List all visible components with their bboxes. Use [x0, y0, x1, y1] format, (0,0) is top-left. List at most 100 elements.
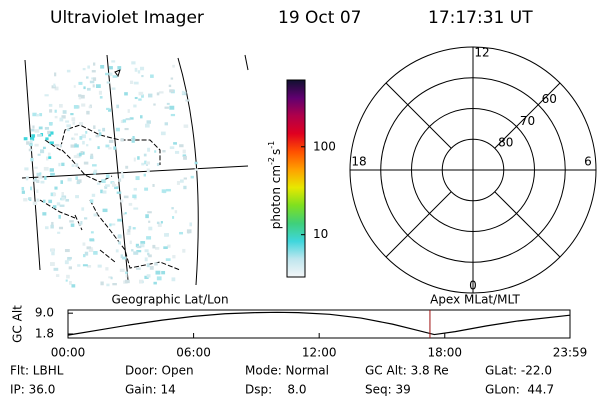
pixel: [123, 195, 129, 199]
pixel: [86, 144, 89, 147]
pixel: [71, 137, 75, 140]
x-tick-label: 18:00: [427, 346, 462, 360]
pixel: [58, 226, 64, 230]
pixel: [48, 134, 52, 137]
pixel: [122, 212, 126, 216]
pixel: [59, 144, 63, 148]
pixel: [31, 134, 36, 138]
pixel: [106, 81, 111, 84]
pixel: [146, 168, 150, 173]
pixel: [89, 80, 95, 84]
pixel: [84, 217, 88, 220]
pixel: [118, 241, 121, 245]
pixel: [156, 162, 160, 167]
label-part: -2: [267, 157, 276, 165]
pixel: [59, 103, 63, 108]
pixel: [140, 115, 143, 119]
pixel: [179, 179, 184, 183]
pixel: [75, 176, 78, 180]
pixel: [36, 172, 41, 177]
pixel: [82, 140, 85, 145]
pixel: [108, 139, 114, 143]
pixel: [137, 70, 141, 74]
pixel: [118, 178, 122, 182]
pixel: [136, 245, 142, 249]
pixel: [179, 144, 184, 148]
pixel: [71, 164, 75, 167]
pixel: [78, 223, 82, 226]
pixel: [154, 247, 160, 250]
pixel: [146, 274, 151, 278]
pixel: [108, 147, 112, 150]
pixel: [28, 143, 33, 147]
pixel: [170, 113, 176, 117]
pixel: [32, 179, 36, 182]
pixel: [125, 165, 129, 169]
pixel: [92, 164, 97, 167]
info-field: GC Alt: 3.8 Re: [365, 364, 449, 378]
pixel: [104, 185, 108, 189]
pixel: [88, 138, 92, 141]
pixel: [77, 264, 81, 267]
pixel: [26, 141, 30, 145]
pixel: [134, 67, 138, 72]
pixel: [47, 130, 51, 135]
colorbar-tick-label: 100: [313, 139, 336, 153]
date: 19 Oct 07: [278, 8, 361, 28]
pixel: [181, 91, 187, 96]
pixel: [93, 213, 98, 217]
pixel: [110, 276, 113, 280]
pixel: [129, 80, 134, 84]
pixel: [128, 225, 132, 230]
pixel: [194, 168, 199, 171]
pixel: [75, 163, 79, 168]
pixel: [147, 147, 151, 152]
pixel: [61, 196, 65, 201]
pixel: [86, 110, 90, 115]
pixel: [78, 122, 84, 126]
colorbar-fill: [286, 79, 306, 278]
pixel: [78, 94, 82, 97]
pixel: [50, 172, 55, 176]
pixel: [150, 74, 154, 78]
pixel: [121, 174, 125, 179]
pixel: [143, 153, 147, 157]
pixel: [34, 129, 40, 133]
info-field: Mode: Normal: [245, 364, 329, 378]
pixel: [133, 81, 139, 85]
polar-label: Apex MLat/MLT: [430, 293, 520, 307]
pixel: [111, 60, 116, 63]
meridian: [494, 191, 561, 258]
pixel: [51, 221, 54, 226]
pixel: [132, 136, 135, 140]
pixel: [36, 189, 39, 193]
pixel: [158, 91, 164, 94]
pixel: [106, 283, 110, 287]
pixel: [140, 241, 146, 245]
pixel: [75, 195, 79, 199]
pixel: [30, 139, 33, 143]
pixel: [174, 150, 180, 154]
x-tick-label: 06:00: [176, 346, 211, 360]
pixel: [172, 216, 175, 219]
pixel: [74, 133, 79, 136]
pixel: [121, 171, 124, 175]
pixel: [185, 99, 190, 102]
pixel: [124, 92, 128, 96]
pixel: [167, 244, 171, 248]
pixel: [30, 157, 34, 162]
pixel: [65, 120, 70, 123]
pixel: [132, 227, 136, 230]
pixel: [183, 155, 187, 160]
pixel: [194, 161, 198, 165]
pixel: [125, 271, 128, 274]
info-field: Door: Open: [125, 364, 194, 378]
pixel: [76, 153, 81, 156]
pixel: [93, 125, 96, 129]
pixel: [92, 77, 97, 81]
mlt-label: 0: [469, 279, 477, 293]
pixel: [108, 276, 112, 279]
pixel: [66, 69, 71, 73]
pixel: [23, 137, 28, 141]
